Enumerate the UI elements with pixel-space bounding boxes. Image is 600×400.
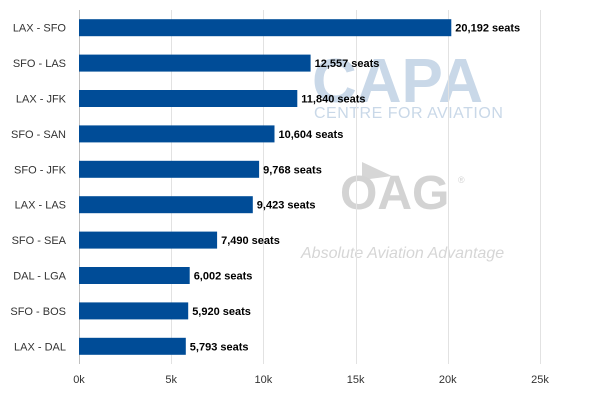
- category-label: SFO - LAS: [13, 58, 66, 70]
- x-tick-label: 0k: [73, 374, 85, 386]
- category-label: LAX - DAL: [14, 341, 66, 353]
- bar: [79, 90, 298, 107]
- data-label: 11,840 seats: [301, 94, 365, 106]
- bar: [79, 196, 253, 214]
- data-label: 5,793 seats: [190, 341, 249, 353]
- bar: [79, 160, 260, 178]
- capa-watermark-subtitle: CENTRE FOR AVIATION: [314, 105, 503, 122]
- bar: [79, 267, 190, 284]
- category-label: SFO - JFK: [14, 164, 67, 176]
- x-tick-label: 15k: [347, 374, 365, 386]
- category-label: SFO - SAN: [11, 129, 66, 141]
- data-label: 10,604 seats: [279, 129, 344, 141]
- data-label: 9,423 seats: [257, 200, 316, 212]
- bar: [79, 54, 311, 72]
- bars: [79, 19, 452, 355]
- x-tick-label: 10k: [255, 374, 273, 386]
- data-label: 5,920 seats: [192, 306, 251, 318]
- x-tick-label: 25k: [531, 374, 549, 386]
- bar: [79, 337, 186, 355]
- watermark: CAPA CENTRE FOR AVIATION OAG ® Absolute …: [300, 47, 504, 262]
- capa-watermark: CAPA: [312, 47, 483, 116]
- category-label: SFO - BOS: [10, 306, 66, 318]
- data-label: 6,002 seats: [194, 271, 253, 283]
- bar: [79, 231, 218, 249]
- x-tick-label: 5k: [165, 374, 177, 386]
- category-labels: LAX - SFO SFO - LAS LAX - JFK SFO - SAN SFO …: [10, 23, 66, 354]
- category-label: LAX - LAS: [15, 200, 66, 212]
- oag-registered-mark: ®: [458, 175, 465, 185]
- bar: [79, 19, 452, 37]
- category-label: LAX - SFO: [13, 23, 67, 35]
- oag-watermark-tagline: Absolute Aviation Advantage: [300, 245, 504, 262]
- category-label: LAX - JFK: [16, 94, 67, 106]
- x-axis-tick-labels: 0k 5k 10k 15k 20k 25k: [73, 374, 549, 386]
- x-tick-label: 20k: [439, 374, 457, 386]
- bar: [79, 125, 275, 143]
- bar: [79, 302, 189, 320]
- category-label: DAL - LGA: [13, 271, 66, 283]
- category-label: SFO - SEA: [12, 235, 67, 247]
- data-label: 9,768 seats: [263, 164, 322, 176]
- data-label: 12,557 seats: [315, 58, 380, 70]
- oag-watermark: OAG: [340, 167, 449, 220]
- data-label: 20,192 seats: [455, 23, 520, 35]
- data-label: 7,490 seats: [221, 235, 280, 247]
- oag-swoosh-icon: [362, 162, 392, 180]
- data-labels: 20,192 seats 12,557 seats 11,840 seats 10,6…: [190, 23, 520, 354]
